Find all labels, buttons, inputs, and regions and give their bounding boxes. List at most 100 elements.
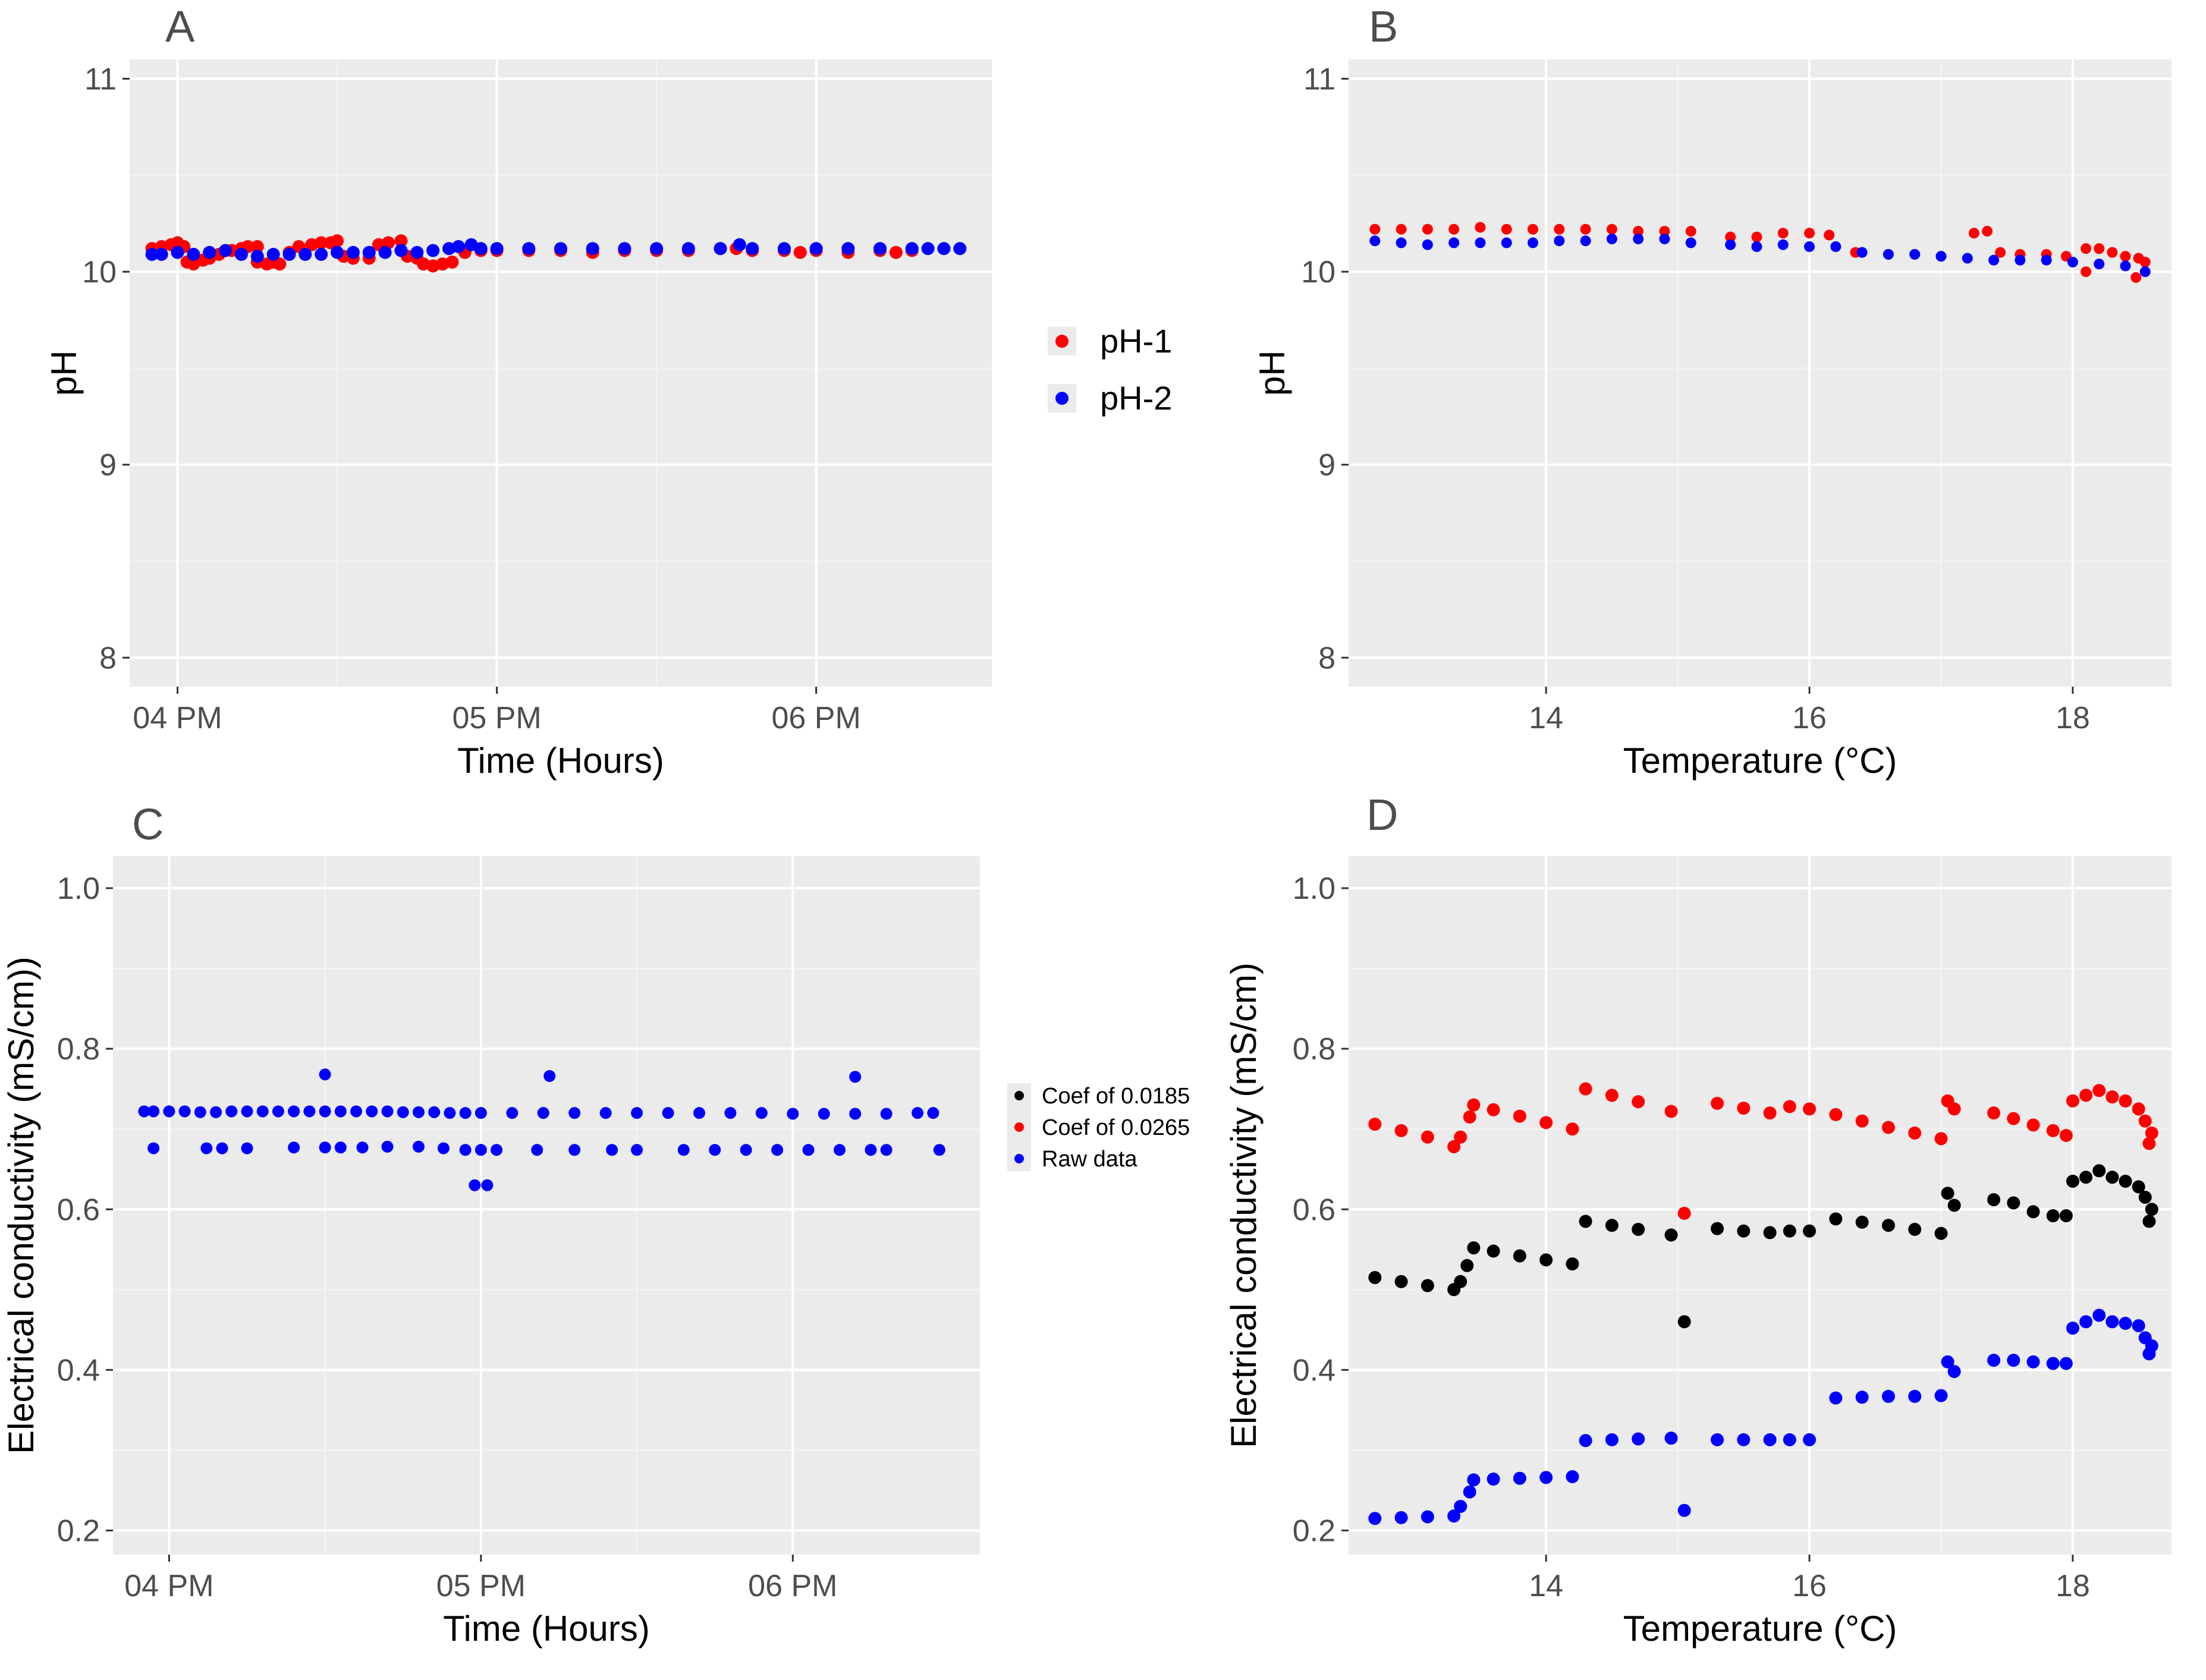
point-raw-data [606, 1144, 618, 1156]
point-raw-data [491, 1144, 503, 1156]
ytick-label-d: 0.6 [1293, 1193, 1335, 1227]
point-ph-1 [2094, 243, 2105, 254]
point-raw-data [802, 1144, 815, 1156]
point-ph-1 [2081, 243, 2092, 254]
point-raw-data [397, 1106, 409, 1118]
point-raw-data [2132, 1319, 2145, 1333]
point-ph-2 [282, 247, 296, 261]
point-raw-data [599, 1107, 612, 1119]
point-raw-data [568, 1144, 581, 1156]
point-ph-2 [873, 242, 887, 256]
point-ph-2 [490, 242, 504, 256]
point-ph-2 [921, 242, 935, 256]
point-coef-of-0-0185 [2145, 1203, 2158, 1216]
xtick-label-c: 06 PM [748, 1569, 837, 1603]
point-raw-data [2119, 1317, 2132, 1330]
point-raw-data [241, 1142, 253, 1154]
point-coef-of-0-0185 [2046, 1209, 2060, 1223]
point-ph-1 [2120, 251, 2131, 262]
point-ph-2 [1659, 233, 1670, 244]
series-raw-data-d [1368, 1308, 2158, 1525]
point-ph-2 [1448, 237, 1460, 248]
point-ph-2 [1725, 239, 1736, 250]
point-raw-data [350, 1105, 363, 1118]
point-ph-1 [1685, 225, 1696, 237]
point-raw-data [631, 1107, 643, 1119]
xtick-label-a: 04 PM [133, 701, 222, 735]
plot-area-a [130, 59, 992, 687]
point-coef-of-0-0265 [2026, 1118, 2040, 1132]
point-coef-of-0-0265 [1763, 1106, 1777, 1120]
point-ph-2 [733, 238, 746, 251]
point-ph-1 [793, 246, 807, 259]
point-raw-data [543, 1070, 556, 1083]
point-ph-1 [1554, 224, 1565, 235]
point-raw-data [1368, 1512, 1382, 1525]
point-coef-of-0-0265 [1463, 1110, 1476, 1124]
point-coef-of-0-0185 [1394, 1275, 1408, 1288]
point-ph-2 [1501, 237, 1512, 248]
point-coef-of-0-0185 [2132, 1180, 2145, 1194]
point-coef-of-0-0265 [1539, 1116, 1553, 1130]
point-coef-of-0-0185 [2106, 1171, 2119, 1184]
point-raw-data [1711, 1433, 1724, 1446]
point-ph-1 [394, 234, 408, 248]
point-raw-data [334, 1141, 347, 1154]
point-raw-data [709, 1144, 721, 1156]
point-raw-data [200, 1142, 213, 1154]
point-coef-of-0-0185 [1941, 1187, 1954, 1200]
point-raw-data [216, 1142, 228, 1154]
legend-raw-data-swatch [1014, 1154, 1024, 1163]
point-coef-of-0-0185 [1783, 1224, 1796, 1238]
y-axis-title-c: Electrical conductivity (mS/cm)) [1, 957, 41, 1454]
point-ph-1 [1448, 224, 1460, 235]
ytick-label-b: 11 [1303, 62, 1335, 96]
point-raw-data [366, 1105, 378, 1118]
point-coef-of-0-0265 [1454, 1130, 1467, 1144]
point-raw-data [755, 1107, 768, 1119]
ytick-label-a: 8 [99, 641, 117, 675]
point-ph-2 [1554, 235, 1565, 247]
point-raw-data [459, 1107, 472, 1119]
point-coef-of-0-0185 [1711, 1222, 1724, 1235]
point-ph-2 [746, 242, 759, 256]
point-raw-data [880, 1144, 893, 1156]
point-raw-data [256, 1105, 269, 1118]
point-raw-data [1605, 1433, 1619, 1446]
point-ph-2 [452, 240, 466, 253]
series-ph-2-a [145, 238, 967, 263]
point-ph-2 [1804, 241, 1815, 252]
point-ph-2 [1580, 235, 1591, 247]
series-coef-of-0-0265-d [1368, 1082, 2158, 1220]
legend-coef-0265-label: Coef of 0.0265 [1042, 1115, 1190, 1140]
point-coef-of-0-0265 [2079, 1088, 2093, 1102]
point-coef-of-0-0265 [1783, 1100, 1796, 1113]
point-raw-data [1881, 1389, 1895, 1403]
point-raw-data [1855, 1390, 1869, 1404]
point-coef-of-0-0265 [1605, 1088, 1619, 1102]
ytick-label-b: 10 [1301, 255, 1335, 290]
point-ph-2 [474, 242, 488, 256]
point-coef-of-0-0185 [2059, 1209, 2073, 1223]
ytick-label-d: 0.4 [1293, 1353, 1335, 1388]
xtick-label-d: 16 [1792, 1569, 1827, 1603]
point-raw-data [1941, 1355, 1954, 1368]
point-raw-data [818, 1108, 830, 1120]
point-raw-data [631, 1144, 643, 1156]
point-coef-of-0-0185 [1579, 1215, 1592, 1228]
point-coef-of-0-0265 [1737, 1102, 1751, 1115]
point-ph-2 [905, 242, 919, 256]
point-raw-data [1947, 1365, 1961, 1379]
point-raw-data [1829, 1391, 1843, 1405]
point-ph-2 [266, 247, 280, 261]
point-raw-data [1677, 1503, 1691, 1517]
point-ph-2 [841, 242, 855, 256]
point-raw-data [241, 1105, 253, 1118]
point-raw-data [1447, 1509, 1461, 1523]
point-raw-data [2046, 1357, 2060, 1370]
point-coef-of-0-0265 [1447, 1140, 1461, 1153]
point-raw-data [334, 1105, 347, 1118]
point-coef-of-0-0185 [1677, 1315, 1691, 1329]
ytick-label-b: 8 [1318, 641, 1335, 675]
x-axis-title-b: Temperature (°C) [1623, 741, 1897, 781]
